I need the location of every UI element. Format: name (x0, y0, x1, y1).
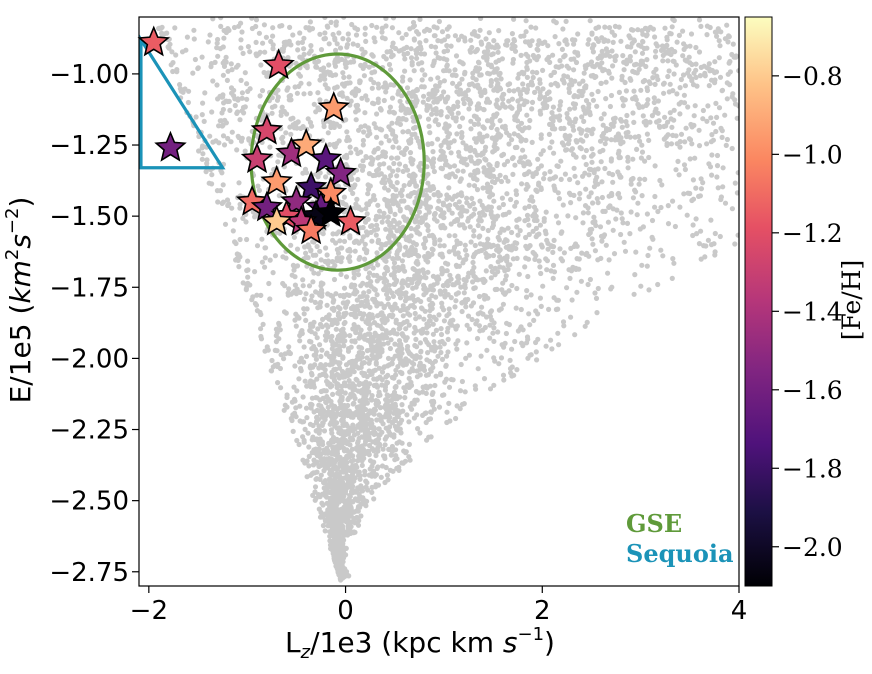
y-axis-ticks: −1.00 −1.25 −1.50 −1.75 −2.00 −2.25 −2.50 −2.75 (49, 60, 139, 588)
colorbar-tick-label: −0.8 (782, 62, 843, 91)
background-point-cloud (156, 17, 739, 583)
star-marker-4 (250, 113, 284, 145)
star-marker-2 (262, 48, 295, 80)
star-marker-10 (260, 164, 293, 196)
plot-area (137, 16, 740, 587)
star-marker-21 (260, 204, 293, 236)
y-axis-label: E/1e5 (km2s−2) (2, 197, 37, 404)
colorbar-tick-label: −1.2 (782, 219, 843, 248)
star-marker-11 (294, 170, 328, 202)
plot-frame (138, 16, 740, 587)
star-marker-8 (309, 142, 343, 174)
star-marker-3 (317, 90, 351, 122)
sequoia-region-triangle (139, 34, 226, 170)
star-marker-7 (289, 127, 323, 159)
x-tick-label: 2 (534, 596, 551, 626)
y-tick-label: −2.00 (49, 344, 129, 374)
x-axis-label: Lz/1e3 (kpc km s−1) (285, 624, 555, 663)
star-marker-0 (137, 25, 171, 57)
x-tick-label: 4 (731, 596, 748, 626)
x-axis-ticks: −2 0 2 4 (130, 586, 748, 626)
colorbar-tick-label: −1.8 (782, 454, 843, 483)
background-field-stars (156, 17, 739, 583)
colorbar-tick-label: −1.6 (782, 376, 843, 405)
star-marker-1 (154, 130, 187, 162)
colorbar-tick-label: −2.0 (782, 533, 843, 562)
x-tick-label: 0 (337, 596, 354, 626)
y-tick-label: −2.25 (49, 416, 129, 446)
y-tick-label: −1.00 (49, 60, 129, 90)
y-tick-label: −1.75 (49, 273, 129, 303)
star-marker-9 (324, 156, 357, 188)
colorbar: −0.8 −1.0 −1.2 −1.4 −1.6 −1.8 −2.0 [Fe/H] (744, 16, 866, 587)
star-marker-22 (294, 213, 328, 245)
legend-gse: GSE (626, 509, 682, 538)
colorbar-gradient (744, 16, 773, 587)
x-tick-label: −2 (130, 596, 168, 626)
y-tick-label: −2.50 (49, 487, 129, 517)
colorbar-tick-label: −1.4 (782, 297, 843, 326)
colorbar-label: [Fe/H] (837, 260, 866, 341)
colorbar-tick-label: −1.0 (782, 140, 843, 169)
legend: GSE Sequoia (626, 509, 734, 568)
legend-sequoia: Sequoia (626, 539, 734, 568)
y-tick-label: −1.25 (49, 131, 129, 161)
star-marker-5 (240, 142, 274, 174)
colorbar-ticks: −0.8 −1.0 −1.2 −1.4 −1.6 −1.8 −2.0 (772, 62, 843, 562)
y-tick-label: −1.50 (49, 202, 129, 232)
star-marker-23 (334, 204, 367, 236)
star-markers (137, 25, 367, 245)
y-tick-label: −2.75 (49, 558, 129, 588)
